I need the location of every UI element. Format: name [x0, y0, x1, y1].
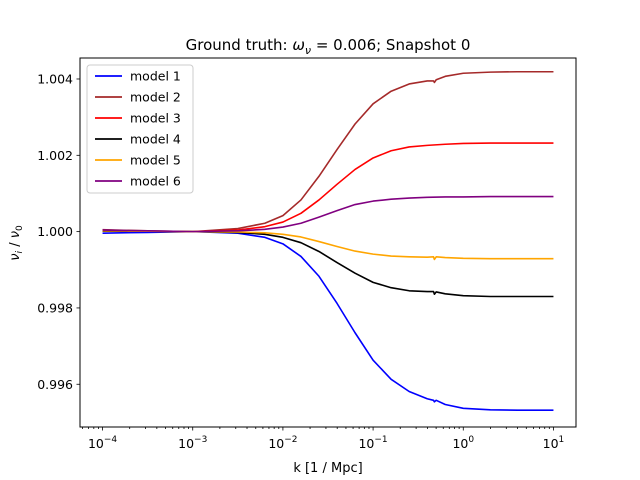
series-layer — [102, 70, 554, 412]
y-tick-label: 1.004 — [37, 71, 73, 86]
series-line-model-2 — [102, 70, 554, 233]
x-tick-label: 10−2 — [268, 435, 297, 451]
x-tick-label: 101 — [543, 435, 565, 451]
x-tick-label: 10−1 — [358, 435, 387, 451]
y-tick-label: 1.002 — [37, 148, 73, 163]
legend-label-model-3: model 3 — [130, 111, 181, 126]
x-tick-label: 10−3 — [178, 435, 207, 451]
x-axis-label: k [1 / Mpc] — [293, 461, 362, 476]
x-tick-label: 10−4 — [88, 435, 117, 451]
series-line-model-6 — [102, 195, 554, 233]
y-tick-label: 0.996 — [37, 377, 73, 392]
legend-label-model-2: model 2 — [130, 90, 181, 105]
y-tick-label: 1.000 — [37, 224, 73, 239]
legend-label-model-5: model 5 — [130, 153, 181, 168]
y-tick-label: 0.998 — [37, 300, 73, 315]
chart-title: Ground truth: ων = 0.006; Snapshot 0 — [186, 36, 471, 57]
y-axis-label: νi / ν0 — [8, 225, 25, 261]
series-line-model-5 — [102, 230, 554, 261]
legend-label-model-4: model 4 — [130, 132, 181, 147]
x-tick-label: 100 — [452, 435, 474, 451]
x-axis: 10−4 10−3 10−2 10−1 100 101 — [82, 427, 565, 451]
plot-frame — [79, 57, 577, 428]
series-line-model-1 — [102, 230, 554, 412]
series-line-model-4 — [102, 230, 554, 298]
y-axis: 0.996 0.998 1.000 1.002 1.004 — [37, 71, 80, 392]
legend: model 1 model 2 model 3 model 4 model 5 model… — [86, 64, 194, 194]
legend-label-model-1: model 1 — [130, 69, 181, 84]
legend-label-model-6: model 6 — [130, 174, 181, 189]
